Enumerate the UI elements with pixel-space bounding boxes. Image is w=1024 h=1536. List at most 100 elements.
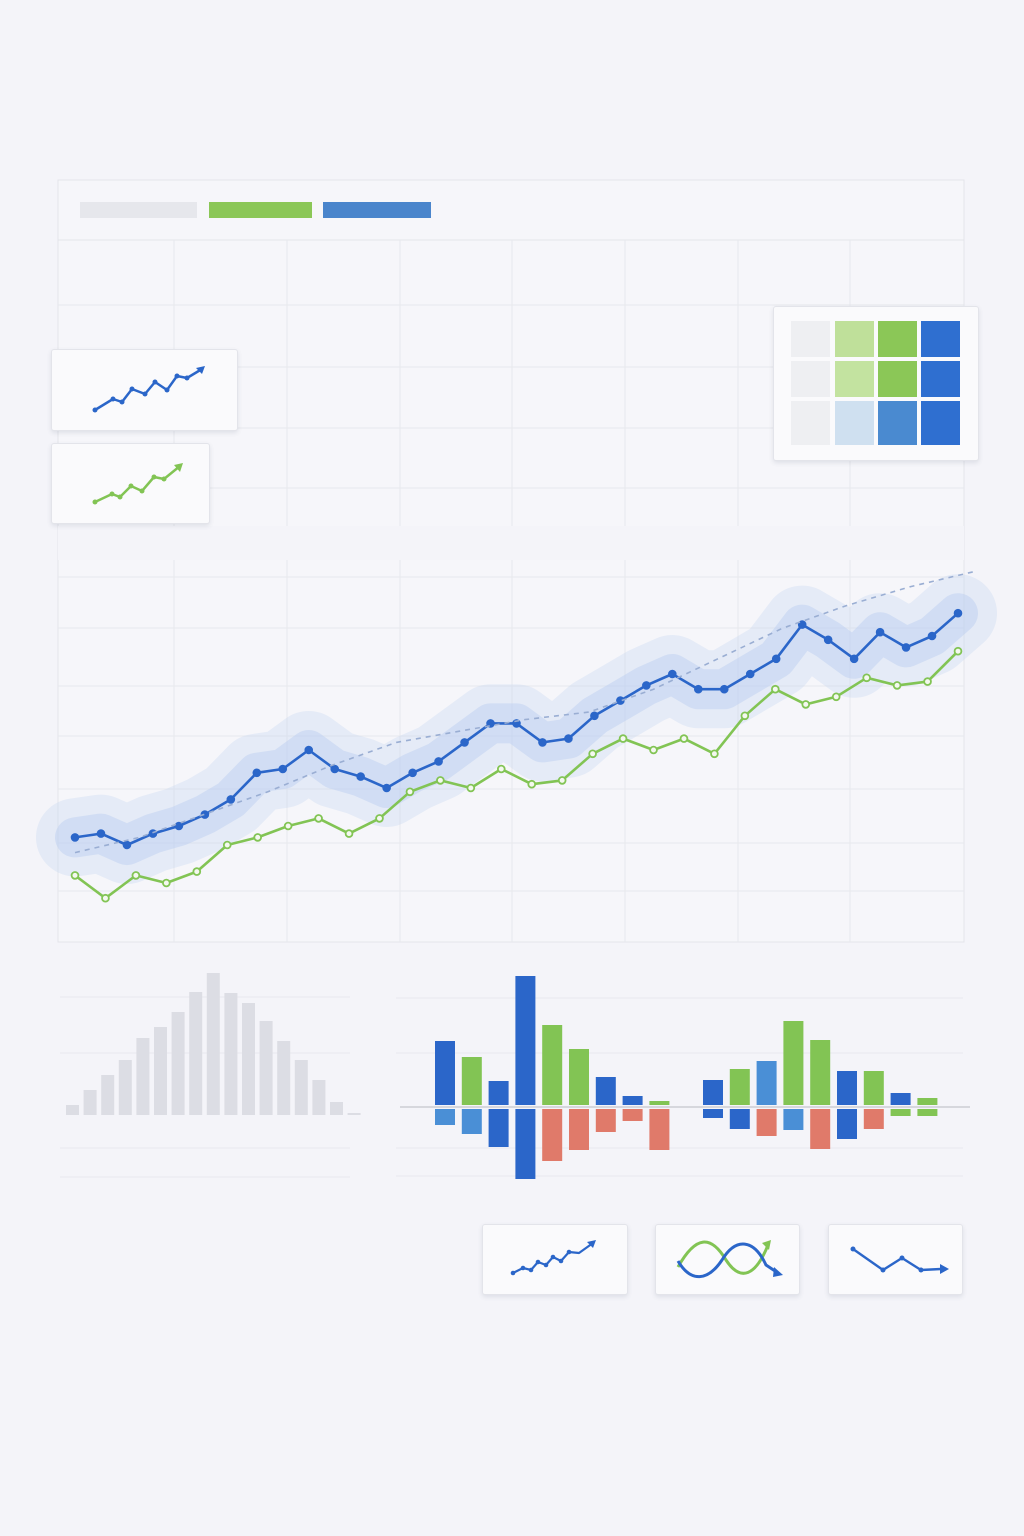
green-data-point xyxy=(771,684,780,694)
blue-data-point xyxy=(538,738,547,747)
histogram-bar xyxy=(118,1060,132,1115)
green-data-point xyxy=(405,787,415,797)
positive-bar xyxy=(890,1093,911,1105)
green-data-point xyxy=(222,840,232,850)
green-data-point xyxy=(710,749,719,759)
mini-card-trend-up[interactable] xyxy=(482,1224,628,1295)
negative-bar xyxy=(569,1109,589,1150)
blue-data-point xyxy=(693,684,703,694)
histogram-bar xyxy=(136,1038,150,1115)
blue-data-point xyxy=(823,635,833,645)
blue-data-point xyxy=(122,840,132,850)
positive-bar xyxy=(435,1041,455,1105)
line-chart xyxy=(36,570,997,903)
negative-bar xyxy=(649,1109,670,1150)
positive-bar xyxy=(917,1098,938,1105)
positive-bar xyxy=(863,1071,884,1105)
heatmap-cell xyxy=(878,321,917,357)
green-data-point xyxy=(344,829,354,838)
blue-data-point xyxy=(356,772,365,781)
histogram-chart xyxy=(60,973,361,1178)
legend-chip xyxy=(209,202,312,218)
green-data-point xyxy=(192,867,202,876)
histogram-bar xyxy=(259,1021,273,1115)
positive-bar xyxy=(622,1096,643,1105)
blue-data-point xyxy=(849,654,859,664)
blue-data-point xyxy=(408,768,417,778)
legend xyxy=(80,202,431,218)
blue-data-point xyxy=(226,795,236,804)
sparkline-card-green[interactable] xyxy=(51,443,210,524)
blue-data-point xyxy=(330,764,340,774)
heatmap xyxy=(791,321,960,445)
green-data-point xyxy=(436,776,445,785)
trend-up-blue-icon xyxy=(510,1240,596,1276)
green-data-point xyxy=(101,893,110,903)
negative-bar xyxy=(595,1109,616,1132)
blue-data-point xyxy=(668,669,677,679)
negative-bar xyxy=(837,1109,857,1139)
blue-data-point xyxy=(382,783,391,793)
blue-data-point xyxy=(745,669,755,679)
negative-bar xyxy=(863,1109,884,1129)
blue-data-point xyxy=(304,745,314,755)
green-data-point xyxy=(588,749,597,759)
heatmap-cell xyxy=(791,321,830,357)
histogram-bar xyxy=(224,993,238,1115)
legend-chip xyxy=(323,202,431,218)
green-data-point xyxy=(801,700,811,709)
heatmap-cell xyxy=(835,401,874,445)
heatmap-card[interactable] xyxy=(773,306,979,461)
heatmap-cell xyxy=(921,361,960,397)
trend-up-blue-icon xyxy=(92,366,205,413)
negative-bar xyxy=(729,1109,750,1129)
blue-data-point xyxy=(927,631,937,641)
blue-data-point xyxy=(719,684,729,694)
histogram-bar xyxy=(294,1060,308,1115)
heatmap-cell xyxy=(835,361,874,397)
mini-card-waves[interactable] xyxy=(655,1224,800,1295)
heatmap-cell xyxy=(791,361,830,397)
diverging-bar-chart xyxy=(396,976,970,1179)
mini-card-trend-down[interactable] xyxy=(828,1224,963,1295)
blue-data-point xyxy=(564,734,573,743)
negative-bar xyxy=(890,1109,911,1116)
green-data-point xyxy=(679,734,689,743)
crossing-waves-icon xyxy=(676,1240,783,1279)
negative-bar xyxy=(515,1109,536,1179)
heatmap-cell xyxy=(878,401,917,445)
negative-bar xyxy=(542,1109,563,1161)
heatmap-cell xyxy=(878,361,917,397)
histogram-bar xyxy=(154,1027,167,1115)
green-data-point xyxy=(923,677,932,686)
negative-bar xyxy=(488,1109,509,1147)
histogram-bar xyxy=(66,1105,79,1115)
blue-data-point xyxy=(953,608,963,618)
trend-line-dashed xyxy=(74,570,976,854)
green-data-point xyxy=(314,814,323,823)
heatmap-cell xyxy=(921,321,960,357)
trend-down-icon xyxy=(850,1246,949,1274)
blue-data-point xyxy=(252,768,262,778)
histogram-bar xyxy=(347,1113,361,1115)
green-data-point xyxy=(892,681,902,690)
positive-bar xyxy=(595,1077,616,1105)
positive-bar xyxy=(515,976,536,1105)
green-data-point xyxy=(162,878,171,888)
histogram-bar xyxy=(330,1102,343,1115)
histogram-bar xyxy=(206,973,220,1115)
blue-data-point xyxy=(70,833,80,842)
green-data-point xyxy=(740,711,750,721)
blue-data-point xyxy=(174,821,184,831)
green-data-point xyxy=(831,692,841,702)
sparkline-card-blue[interactable] xyxy=(51,349,238,431)
histogram-bar xyxy=(189,992,203,1115)
green-data-point xyxy=(649,745,658,755)
green-data-point xyxy=(618,734,628,743)
blue-data-point xyxy=(434,757,443,766)
blue-data-point xyxy=(642,681,651,690)
positive-bar xyxy=(461,1057,482,1105)
histogram-bar xyxy=(242,1003,255,1115)
green-data-point xyxy=(496,764,506,774)
